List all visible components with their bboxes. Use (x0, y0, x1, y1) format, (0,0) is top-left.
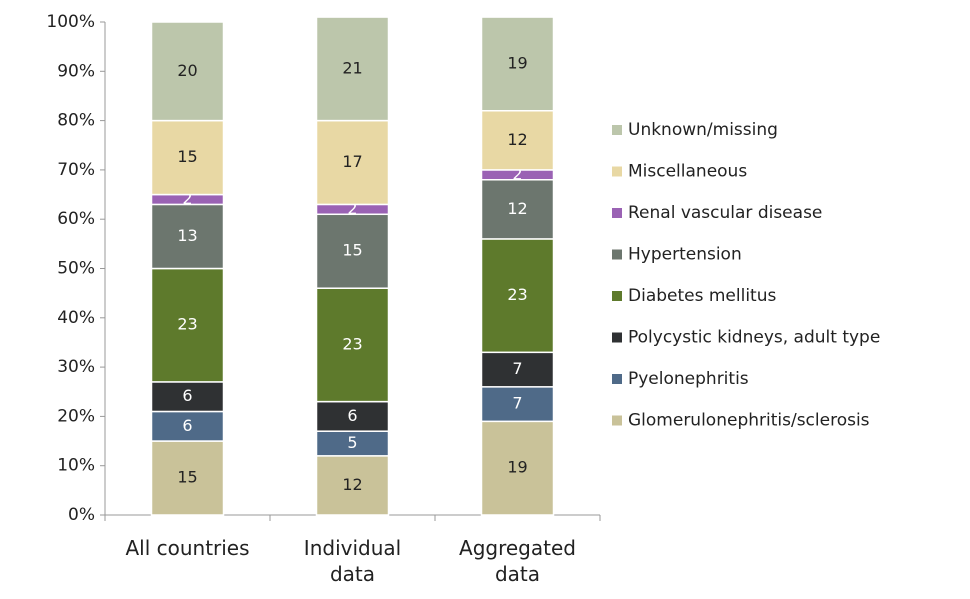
bar-segment (150, 440, 225, 516)
legend-label: Unknown/missing (628, 120, 778, 140)
data-label: 6 (182, 386, 192, 405)
y-tick-label: 20% (57, 406, 95, 426)
legend-swatch (612, 291, 622, 301)
legend-swatch (612, 249, 622, 260)
bar-segment (150, 267, 225, 383)
bar-segment (480, 238, 555, 354)
data-label: 15 (177, 147, 197, 166)
y-tick-label: 0% (68, 505, 95, 525)
legend-label: Glomerulonephritis/sclerosis (628, 411, 870, 431)
bar-segment (480, 420, 555, 516)
legend-swatch (612, 415, 622, 426)
bar-segment (480, 16, 555, 112)
data-label: 17 (342, 152, 362, 171)
data-label: 13 (177, 226, 197, 245)
legend-label: Pyelonephritis (628, 369, 749, 389)
legend-label: Polycystic kidneys, adult type (628, 328, 880, 348)
data-label: 21 (342, 58, 362, 77)
data-label: 19 (507, 458, 527, 477)
bar-segment (150, 410, 225, 442)
data-label: 15 (177, 468, 197, 487)
x-tick-label: Individual data (303, 536, 402, 586)
legend-swatch (612, 374, 622, 384)
data-label: 20 (177, 61, 197, 80)
bar-segment (315, 400, 390, 432)
data-label: 23 (342, 334, 362, 353)
y-tick-label: 60% (57, 209, 95, 229)
x-tick-label: All countries (125, 536, 250, 560)
data-label: 23 (177, 315, 197, 334)
data-label: 5 (347, 433, 357, 452)
y-tick-label: 80% (57, 111, 95, 131)
bar-segment (150, 203, 225, 270)
data-label: 2 (512, 164, 522, 183)
legend-label: Miscellaneous (628, 162, 747, 182)
y-tick-label: 40% (57, 308, 95, 328)
bar-segment (480, 351, 555, 388)
y-tick-label: 10% (57, 456, 95, 476)
legend-label: Diabetes mellitus (628, 286, 776, 306)
bar-segment (480, 109, 555, 171)
legend-swatch (612, 166, 622, 177)
data-label: 12 (507, 130, 527, 149)
y-tick-label: 90% (57, 61, 95, 81)
data-label: 6 (347, 406, 357, 425)
data-label: 2 (347, 199, 357, 218)
data-label: 7 (512, 359, 522, 378)
legend-label: Hypertension (628, 245, 742, 265)
y-tick-label: 50% (57, 259, 95, 279)
bar-segment (315, 16, 390, 122)
legend-swatch (612, 125, 622, 135)
bar-segment (315, 455, 390, 516)
data-label: 7 (512, 394, 522, 413)
data-label: 15 (342, 241, 362, 260)
y-tick-label: 70% (57, 160, 95, 180)
data-label: 12 (342, 475, 362, 494)
y-tick-label: 30% (57, 357, 95, 377)
legend-label: Renal vascular disease (628, 203, 822, 223)
bar-segment (315, 287, 390, 403)
data-label: 12 (507, 199, 527, 218)
legend-swatch (612, 208, 622, 218)
data-label: 23 (507, 285, 527, 304)
bar-segment (150, 21, 225, 122)
data-label: 2 (182, 189, 192, 208)
y-tick-label: 100% (46, 12, 95, 32)
bar-segment (150, 119, 225, 196)
x-tick-label: Aggregated data (459, 536, 576, 586)
data-label: 6 (182, 416, 192, 435)
legend-swatch (612, 332, 622, 343)
bar-segment (315, 213, 390, 289)
data-label: 19 (507, 53, 527, 72)
